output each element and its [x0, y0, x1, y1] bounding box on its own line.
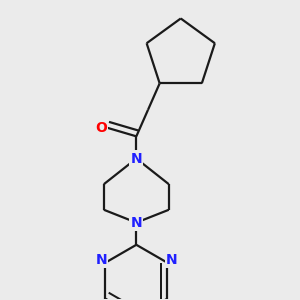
Text: N: N	[95, 253, 107, 267]
Text: N: N	[166, 253, 177, 267]
Text: N: N	[130, 216, 142, 230]
Text: N: N	[130, 152, 142, 166]
Text: O: O	[95, 121, 107, 135]
